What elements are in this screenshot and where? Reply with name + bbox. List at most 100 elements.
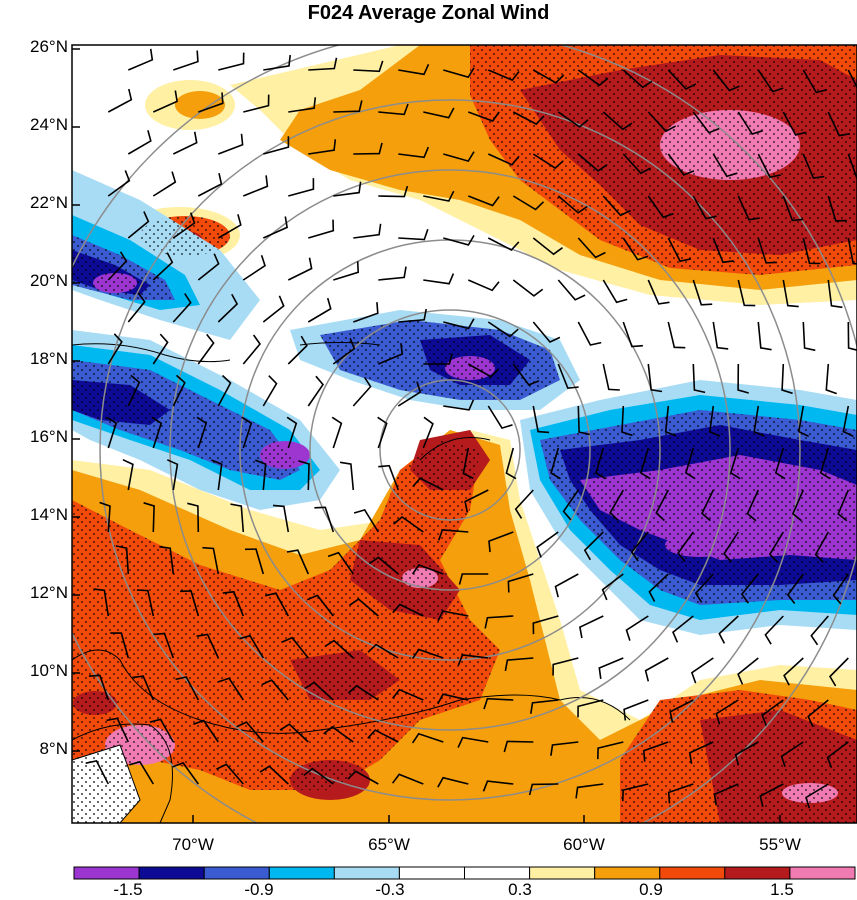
wind-barb bbox=[746, 489, 760, 522]
wind-barb bbox=[639, 447, 651, 480]
wind-barb bbox=[664, 405, 677, 437]
wind-barb bbox=[782, 111, 807, 136]
wind-barb bbox=[712, 69, 740, 92]
wind-barb bbox=[196, 633, 220, 659]
wind-barb bbox=[443, 67, 475, 79]
wind-barb bbox=[244, 548, 265, 575]
wind-barb bbox=[152, 252, 174, 281]
wind-barbs bbox=[85, 48, 857, 809]
wind-barb bbox=[151, 416, 163, 449]
wind-barb bbox=[352, 376, 372, 407]
wind-barb bbox=[333, 100, 363, 113]
wind-barb bbox=[443, 234, 475, 246]
wind-barb bbox=[222, 590, 245, 617]
wind-barb bbox=[595, 447, 606, 480]
wind-barb bbox=[378, 103, 409, 116]
wind-barb bbox=[242, 255, 266, 281]
wind-barb bbox=[577, 699, 604, 718]
wind-barb bbox=[263, 136, 290, 155]
wind-barb bbox=[230, 503, 245, 533]
wind-barb bbox=[483, 697, 514, 710]
wind-barb bbox=[159, 545, 175, 575]
wind-barb bbox=[172, 131, 198, 155]
wind-barb bbox=[458, 573, 489, 585]
wind-barb bbox=[241, 416, 253, 449]
wind-barb bbox=[262, 295, 285, 323]
wind-barb bbox=[127, 292, 146, 323]
wind-barb bbox=[734, 741, 759, 766]
wind-barb bbox=[467, 279, 500, 292]
wind-barb bbox=[791, 489, 805, 522]
wind-barb bbox=[398, 146, 430, 159]
wind-barb bbox=[692, 363, 706, 394]
wind-barb bbox=[647, 363, 663, 393]
wind-barb bbox=[667, 321, 686, 349]
wind-barb bbox=[288, 97, 317, 113]
wind-barb bbox=[353, 508, 379, 533]
wind-barb bbox=[712, 153, 738, 178]
wind-barb bbox=[557, 195, 588, 214]
wind-barb bbox=[106, 416, 118, 449]
wind-barb bbox=[782, 279, 799, 308]
wind-barb bbox=[85, 759, 110, 785]
wind-barb bbox=[797, 405, 810, 438]
wind-barb bbox=[507, 573, 534, 593]
lat-label: 16°N bbox=[30, 427, 68, 446]
wind-barb bbox=[532, 615, 559, 635]
wind-barb bbox=[677, 531, 694, 563]
wind-barb bbox=[143, 502, 155, 533]
wind-barb bbox=[625, 615, 649, 641]
wind-barb bbox=[391, 688, 424, 701]
wind-barb bbox=[667, 237, 692, 263]
wind-barb bbox=[807, 699, 829, 727]
wind-barb bbox=[166, 459, 179, 491]
wind-barb bbox=[557, 111, 589, 128]
colorbar-label: -0.3 bbox=[375, 880, 405, 899]
colorbar-swatch bbox=[398, 866, 465, 880]
wind-field bbox=[72, 45, 857, 823]
wind-barb bbox=[759, 783, 784, 807]
lon-label: 55°W bbox=[759, 835, 801, 854]
wind-barb bbox=[757, 69, 784, 93]
wind-barb bbox=[202, 546, 220, 575]
wind-barb bbox=[847, 321, 857, 351]
wind-barb bbox=[307, 297, 332, 323]
wind-barb bbox=[832, 573, 849, 605]
wind-barb bbox=[333, 261, 360, 281]
wind-barb bbox=[692, 195, 717, 220]
wind-barb bbox=[737, 657, 759, 685]
wind-barb bbox=[692, 111, 720, 134]
colorbar-label: 0.3 bbox=[508, 880, 532, 899]
wind-barb bbox=[107, 333, 123, 365]
colorbar-label: -1.5 bbox=[113, 880, 143, 899]
lat-ticks bbox=[72, 48, 80, 752]
wind-barb bbox=[437, 693, 469, 705]
wind-barb bbox=[286, 549, 310, 575]
wind-barb bbox=[468, 111, 500, 122]
wind-barb bbox=[536, 531, 559, 558]
wind-barb bbox=[306, 594, 334, 617]
wind-barb bbox=[647, 111, 676, 133]
wind-barb bbox=[550, 741, 579, 756]
wind-barb bbox=[412, 477, 444, 491]
wind-barb bbox=[308, 57, 338, 71]
wind-barb bbox=[392, 603, 424, 617]
wind-barb bbox=[577, 153, 608, 172]
wind-barb bbox=[239, 634, 264, 659]
wind-barb bbox=[411, 648, 444, 660]
wind-barb bbox=[437, 776, 469, 788]
wind-barb bbox=[262, 216, 288, 239]
wind-barb bbox=[837, 489, 850, 522]
colorbar-swatch bbox=[268, 866, 335, 880]
wind-barb bbox=[583, 531, 604, 561]
colorbar-label: 1.5 bbox=[770, 880, 794, 899]
wind-barb bbox=[753, 405, 765, 437]
wind-barb bbox=[180, 590, 200, 617]
wind-barb bbox=[314, 506, 335, 533]
wind-barb bbox=[647, 195, 674, 219]
wind-barb bbox=[127, 130, 152, 155]
wind-barb bbox=[577, 321, 602, 346]
wind-barb bbox=[378, 266, 407, 281]
wind-barb bbox=[197, 253, 220, 281]
wind-barb bbox=[298, 460, 310, 491]
